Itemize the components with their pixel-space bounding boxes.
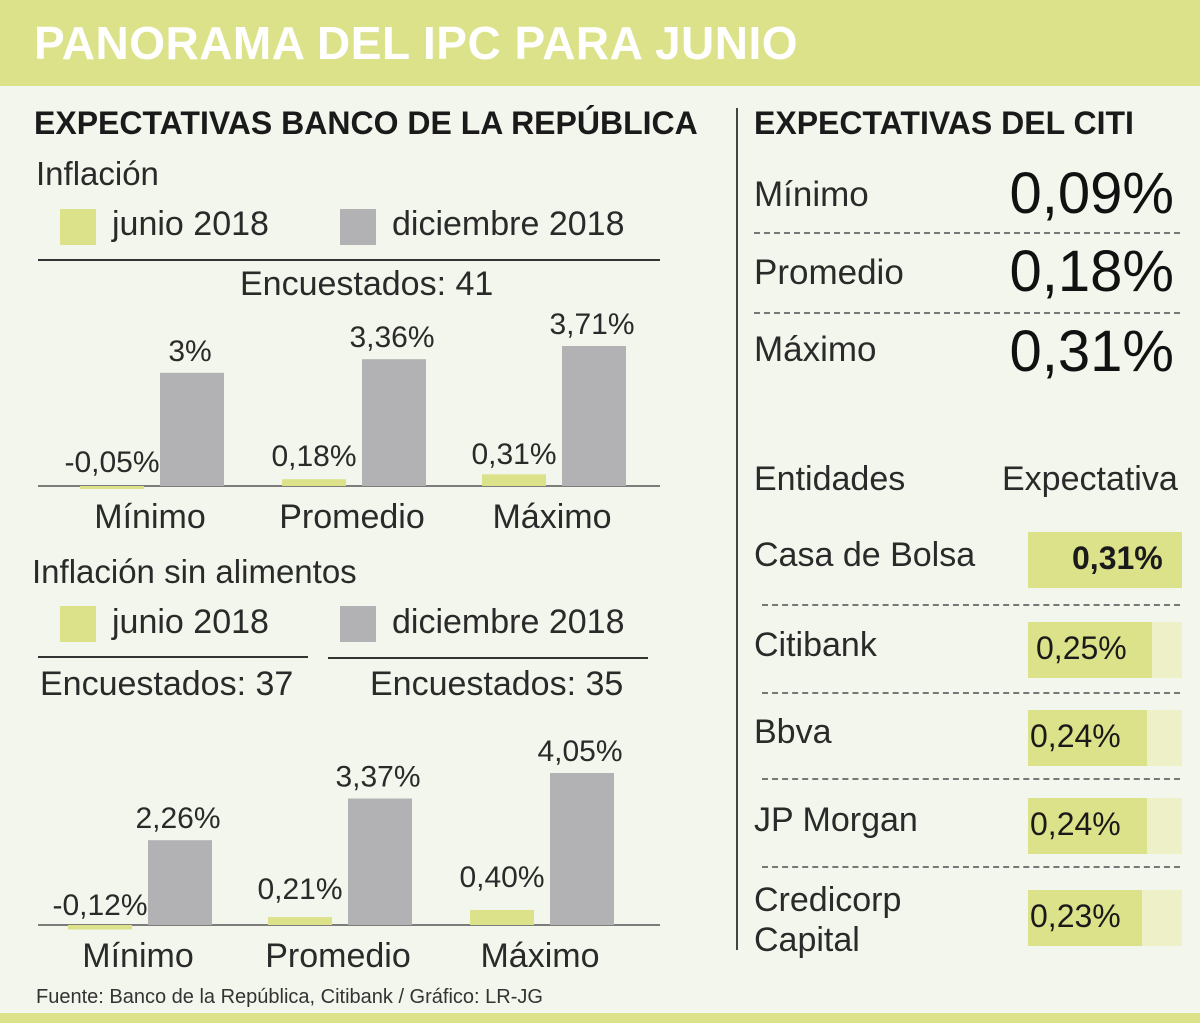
entity-divider <box>762 692 1180 694</box>
entity-divider <box>762 866 1180 868</box>
entity-divider <box>762 604 1180 606</box>
entity-bar-4 <box>1028 798 1147 854</box>
label-june-3: 0,40% <box>459 861 544 894</box>
label-dec-1: 3% <box>168 335 211 368</box>
stat-min-label: Mínimo <box>754 175 869 214</box>
label-dec-3: 4,05% <box>537 735 622 768</box>
bar-dec-2 <box>362 359 426 486</box>
entity-bar-5 <box>1028 890 1142 946</box>
legend2-dec-label: diciembre 2018 <box>392 603 625 641</box>
label-dec-2: 3,36% <box>349 321 434 354</box>
legend-june-label: junio 2018 <box>112 205 269 243</box>
legend-dec-label: diciembre 2018 <box>392 205 625 243</box>
table-header-expectation: Expectativa <box>1002 460 1178 498</box>
category-label-2: Promedio <box>279 498 425 536</box>
bar-june-2 <box>268 917 332 925</box>
bottom-bar <box>0 1013 1200 1023</box>
label-dec-1: 2,26% <box>135 802 220 835</box>
label-dec-2: 3,37% <box>335 761 420 794</box>
label-dec-3: 3,71% <box>549 308 634 341</box>
entity-bar-1 <box>1028 532 1182 588</box>
entity-label-line: Capital <box>754 921 860 959</box>
stat-max-value: 0,31% <box>1009 319 1174 384</box>
entity-value-4: 0,24% <box>1030 806 1121 842</box>
legend-june-swatch <box>60 209 96 245</box>
entity-divider <box>762 778 1180 780</box>
section2-label: Inflación sin alimentos <box>32 553 357 590</box>
column-divider <box>736 108 738 950</box>
legend2-rule-june <box>38 656 308 658</box>
respondents-label: Encuestados: 41 <box>240 265 494 303</box>
legend2-dec-swatch <box>340 606 376 642</box>
respondents-june-label: Encuestados: 37 <box>40 665 294 703</box>
bar-june-1 <box>80 486 144 489</box>
stat-max-label: Máximo <box>754 330 877 369</box>
page-title: PANORAMA DEL IPC PARA JUNIO <box>34 17 799 69</box>
label-june-1: -0,05% <box>64 446 159 479</box>
entity-label-3: Bbva <box>754 713 832 751</box>
inflation-no-food-chart: -0,12% 2,26% Mínimo 0,21% 3,37% Promedio 0,40%… <box>38 735 660 975</box>
stat-min-value: 0,09% <box>1009 161 1174 226</box>
entity-value-1: 0,31% <box>1072 540 1163 576</box>
entity-bar-3 <box>1028 710 1147 766</box>
entity-label-4: JP Morgan <box>754 801 918 839</box>
entity-value-2: 0,25% <box>1036 630 1127 666</box>
source-note: Fuente: Banco de la República, Citibank … <box>36 986 543 1008</box>
bar-dec-1 <box>148 840 212 925</box>
stat-divider <box>754 312 1180 314</box>
stat-divider <box>754 232 1180 234</box>
entity-label-1: Casa de Bolsa <box>754 536 976 574</box>
category-label-3: Máximo <box>480 937 599 975</box>
entity-label-line: Credicorp <box>754 881 902 919</box>
stat-avg-label: Promedio <box>754 253 904 292</box>
entity-label-2: Citibank <box>754 626 877 664</box>
label-june-3: 0,31% <box>471 438 556 471</box>
bar-dec-3 <box>550 773 614 925</box>
legend2-rule-dec <box>328 657 648 659</box>
bar-dec-2 <box>348 798 412 925</box>
entity-value-3: 0,24% <box>1030 718 1121 754</box>
legend-dec-swatch <box>340 209 376 245</box>
category-label-1: Mínimo <box>82 937 193 975</box>
legend2-june-label: junio 2018 <box>112 603 269 641</box>
title-bar: PANORAMA DEL IPC PARA JUNIO <box>0 0 1200 86</box>
bar-june-3 <box>470 909 534 925</box>
category-label-3: Máximo <box>492 498 611 536</box>
category-label-1: Mínimo <box>94 498 205 536</box>
bar-june-3 <box>482 474 546 486</box>
bar-june-1 <box>68 925 132 930</box>
inflation-chart: -0,05% 3% Mínimo 0,18% 3,36% Promedio 0,31% 3,7… <box>38 308 660 536</box>
bar-dec-1 <box>160 372 224 486</box>
entity-value-5: 0,23% <box>1030 898 1121 934</box>
legend2-june-swatch <box>60 606 96 642</box>
label-june-1: -0,12% <box>52 889 147 922</box>
bar-dec-3 <box>562 346 626 486</box>
right-heading: EXPECTATIVAS DEL CITI <box>754 105 1134 141</box>
label-june-2: 0,18% <box>271 440 356 473</box>
category-label-2: Promedio <box>265 937 411 975</box>
entity-bar-2 <box>1028 622 1152 678</box>
label-june-2: 0,21% <box>257 873 342 906</box>
respondents-dec-label: Encuestados: 35 <box>370 665 624 703</box>
left-heading: EXPECTATIVAS BANCO DE LA REPÚBLICA <box>34 105 698 141</box>
entity-label-5: Credicorp Capital <box>754 880 901 960</box>
stat-avg-value: 0,18% <box>1009 239 1174 304</box>
table-header-entities: Entidades <box>754 460 906 498</box>
legend-rule <box>38 259 660 261</box>
bar-june-2 <box>282 479 346 486</box>
section1-label: Inflación <box>36 155 159 192</box>
